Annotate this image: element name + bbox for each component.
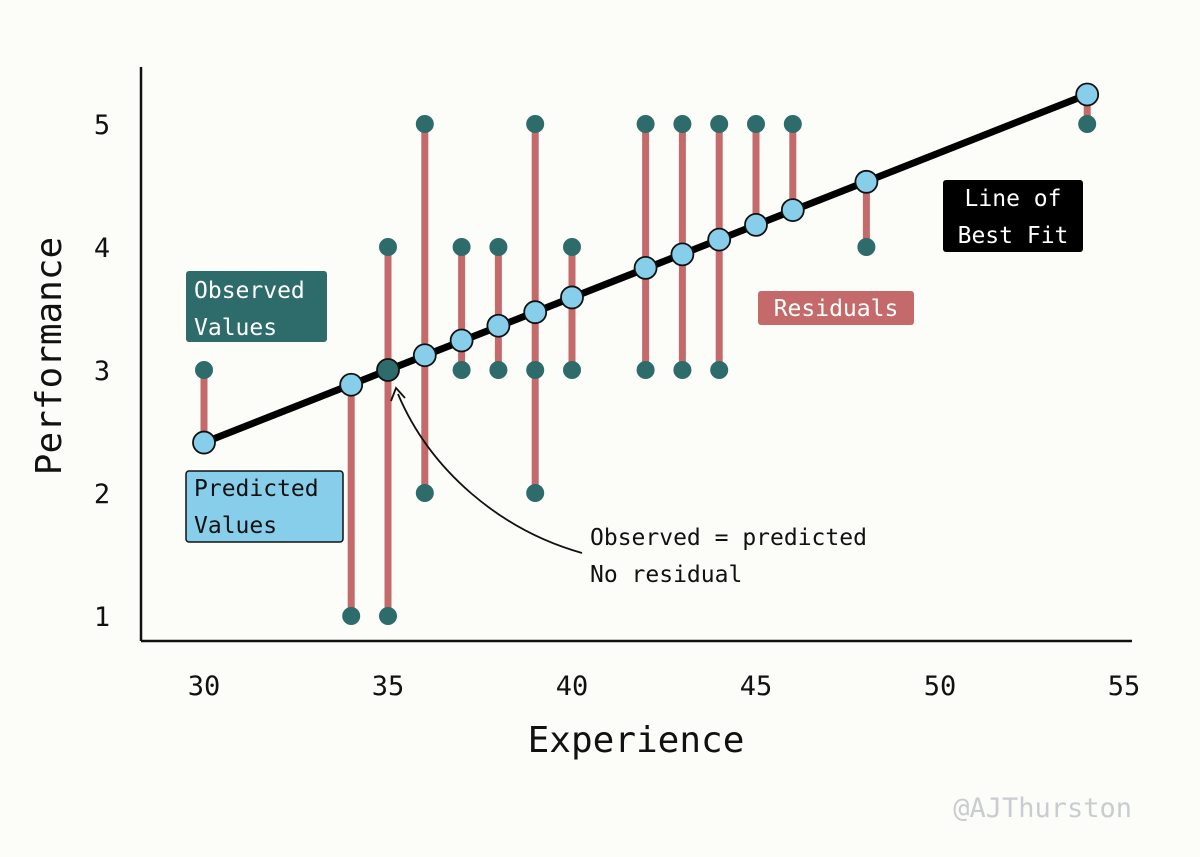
observed-values-label: Observed Values <box>186 271 327 342</box>
observed-layer <box>195 115 1097 625</box>
annotation-note-line-1: Observed = predicted <box>590 525 867 551</box>
predicted-point <box>707 227 732 252</box>
predicted-values-box <box>185 470 344 543</box>
y-tick-label: 4 <box>94 233 110 264</box>
observed-values-line-2: Values <box>194 315 277 341</box>
observed-point <box>379 607 397 625</box>
observed-values-box <box>186 271 327 342</box>
best-fit-line-1: Line of <box>965 186 1062 212</box>
observed-point <box>452 361 471 379</box>
predicted-point <box>449 328 474 353</box>
best-fit-label: Line of Best Fit <box>943 180 1083 252</box>
credit: @AJThurston <box>953 793 1132 824</box>
observed-point <box>673 361 692 379</box>
observed-point <box>195 361 213 379</box>
observed-point <box>489 361 508 379</box>
predicted-layer <box>192 82 1100 455</box>
predicted-point <box>192 430 216 455</box>
observed-point <box>415 115 434 133</box>
predicted-values-line-1: Predicted <box>194 476 319 502</box>
y-tick-label: 3 <box>94 356 110 387</box>
predicted-point <box>339 372 364 397</box>
observed-point <box>673 115 692 133</box>
y-tick-label: 1 <box>94 602 110 633</box>
residuals-label: Residuals <box>758 291 914 325</box>
predicted-point <box>1075 82 1100 107</box>
predicted-values-line-2: Values <box>194 513 277 539</box>
x-tick-label: 50 <box>924 671 957 702</box>
observed-point <box>526 484 545 502</box>
coincident-point <box>376 358 400 382</box>
observed-values-line-1: Observed <box>194 278 305 304</box>
predicted-point <box>854 169 879 194</box>
predicted-point <box>523 300 548 325</box>
y-tick-label: 2 <box>94 479 110 510</box>
x-tick-label: 45 <box>740 671 773 702</box>
predicted-point <box>412 343 437 368</box>
x-tick-label: 40 <box>556 671 589 702</box>
observed-point <box>379 238 397 256</box>
annotation-note-line-2: No residual <box>590 562 742 588</box>
observed-point <box>526 361 545 379</box>
observed-point <box>489 238 508 256</box>
observed-point <box>747 115 765 133</box>
residual-layer <box>200 94 1091 616</box>
observed-point <box>342 607 361 625</box>
y-tick-labels: 1 2 3 4 5 <box>94 110 110 633</box>
best-fit-box <box>943 180 1083 252</box>
predicted-point <box>560 285 584 310</box>
observed-point <box>710 361 729 379</box>
observed-point <box>1078 115 1097 133</box>
observed-point <box>857 238 876 256</box>
observed-point <box>415 484 434 502</box>
annotation-arrowhead <box>390 386 406 402</box>
residuals-label-text: Residuals <box>774 296 899 322</box>
best-fit-line-2: Best Fit <box>958 223 1069 249</box>
observed-point <box>526 115 545 133</box>
observed-point <box>563 238 581 256</box>
predicted-point <box>486 313 511 338</box>
x-tick-label: 35 <box>372 671 405 702</box>
x-axis-label: Experience <box>528 720 745 761</box>
annotation-arrow <box>397 393 583 554</box>
x-tick-labels: 30 35 40 45 50 55 <box>188 671 1141 702</box>
residuals-box <box>758 291 914 325</box>
observed-point <box>452 238 471 256</box>
predicted-values-label: Predicted Values <box>185 470 344 543</box>
observed-point <box>636 115 655 133</box>
predicted-point <box>744 212 768 237</box>
predicted-point <box>670 242 695 267</box>
x-tick-label: 55 <box>1108 671 1141 702</box>
predicted-point <box>633 256 658 280</box>
observed-point <box>783 115 802 133</box>
x-tick-label: 30 <box>188 671 221 702</box>
observed-point <box>563 361 581 379</box>
predicted-point <box>780 198 805 223</box>
y-tick-label: 5 <box>94 110 110 141</box>
observed-point <box>710 115 729 133</box>
observed-point <box>636 361 655 379</box>
y-axis-label: Performance <box>29 237 70 475</box>
